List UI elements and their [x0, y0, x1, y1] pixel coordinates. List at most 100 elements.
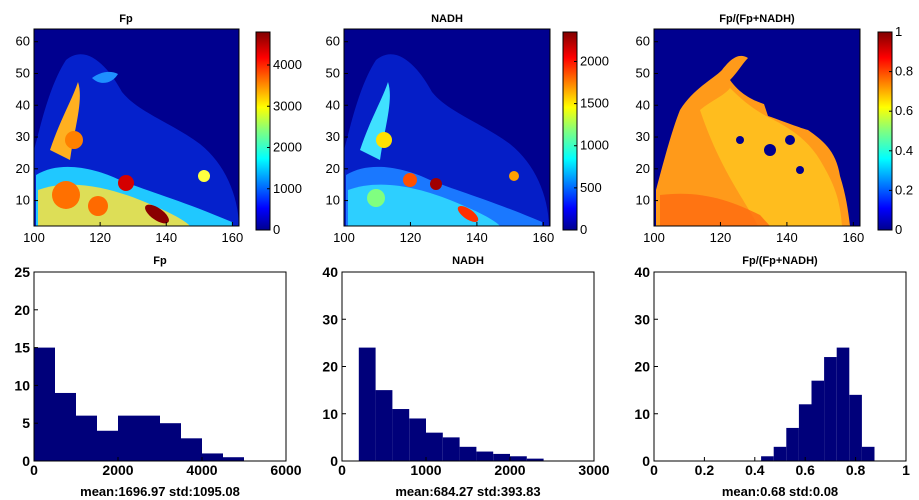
x-tick-label: 0.4	[745, 462, 765, 478]
histogram-fp-bars	[34, 347, 244, 461]
colorbar-tick-label: 1000	[580, 138, 609, 153]
y-tick-label: 50	[326, 65, 340, 80]
y-tick-label: 10	[322, 406, 338, 422]
histogram-fp-frame	[33, 271, 287, 462]
colorbar-tick-label: 2000	[273, 140, 302, 155]
histogram-bar	[223, 457, 244, 461]
y-tick-label: 15	[14, 340, 30, 356]
histogram-bar	[118, 415, 139, 461]
y-tick-label: 10	[14, 377, 30, 393]
x-tick-label: 160	[222, 230, 244, 245]
histogram-bar	[358, 347, 376, 461]
histogram-bar	[824, 357, 837, 461]
histogram-fp-title: Fp	[153, 255, 167, 267]
histogram-nadh-ticks: 0 1000 2000 3000 0 10 20 30 40	[322, 264, 609, 478]
heatmap-ratio-colorbar	[877, 31, 893, 231]
y-tick-label: 0	[642, 453, 650, 469]
x-tick-label: 0	[30, 462, 38, 478]
histogram-nadh-title: NADH	[452, 255, 484, 267]
colorbar-tick-label: 0	[895, 222, 902, 237]
y-tick-label: 20	[634, 359, 650, 375]
colorbar-tick-label: 0.8	[895, 64, 913, 79]
y-tick-label: 40	[634, 264, 650, 280]
heatmap-fp: Fp 100 120 140 160 10 20 30 40 50 60 0 1000 2000 300…	[16, 13, 302, 245]
heatmap-fp-colorbar	[255, 31, 271, 231]
histogram-bar	[442, 437, 460, 461]
heatmap-nadh-colorbar	[562, 31, 578, 231]
histogram-bar	[786, 427, 799, 461]
histogram-bar	[426, 432, 443, 461]
x-tick-label: 1	[902, 462, 910, 478]
histogram-bar	[181, 438, 202, 461]
histogram-bar	[476, 451, 494, 461]
heatmap-ratio-colorbar-ticks: 0 0.2 0.4 0.6 0.8 1	[889, 24, 913, 237]
colorbar-tick-label: 0	[273, 222, 280, 237]
histogram-bar	[375, 390, 393, 461]
x-tick-label: 120	[400, 230, 422, 245]
y-tick-label: 60	[326, 34, 340, 49]
y-tick-label: 30	[322, 311, 338, 327]
x-tick-label: 0	[650, 462, 658, 478]
histogram-bar	[836, 347, 850, 461]
x-tick-label: 160	[533, 230, 555, 245]
y-tick-label: 10	[634, 406, 650, 422]
y-tick-label: 30	[636, 129, 650, 144]
y-tick-label: 20	[636, 161, 650, 176]
heatmap-nadh-image	[344, 29, 550, 227]
x-tick-label: 0.8	[846, 462, 866, 478]
heatmap-nadh: NADH 100 120 140 160 10 20 30 40 50 60 0 500 1000 15…	[326, 13, 609, 245]
y-tick-label: 60	[636, 34, 650, 49]
y-tick-label: 40	[322, 264, 338, 280]
heatmap-nadh-title: NADH	[431, 13, 463, 25]
x-tick-label: 120	[89, 230, 111, 245]
x-tick-label: 0.2	[695, 462, 715, 478]
x-tick-label: 120	[710, 230, 732, 245]
colorbar-tick-label: 0	[580, 222, 587, 237]
heatmap-fp-colorbar-ticks: 0 1000 2000 3000 4000	[267, 57, 302, 237]
histogram-nadh: NADH 0 1000 2000 3000 0 10 20 30 40 mean:684.27 …	[322, 255, 609, 499]
x-tick-label: 6000	[270, 462, 301, 478]
colorbar-tick-label: 1500	[580, 96, 609, 111]
y-tick-label: 20	[16, 161, 30, 176]
y-tick-label: 5	[22, 415, 30, 431]
histogram-bar	[761, 456, 774, 461]
histogram-bar	[493, 453, 510, 461]
colorbar-tick-label: 4000	[273, 57, 302, 72]
heatmap-ratio-ticks: 100 120 140 160 10 20 30 40 50 60	[636, 34, 865, 245]
heatmap-nadh-frame	[343, 28, 551, 227]
y-tick-label: 0	[22, 453, 30, 469]
heatmap-fp-ticks: 100 120 140 160 10 20 30 40 50 60	[16, 34, 244, 245]
x-tick-label: 4000	[186, 462, 217, 478]
y-tick-label: 20	[322, 359, 338, 375]
y-tick-label: 10	[636, 193, 650, 208]
x-tick-label: 100	[643, 230, 665, 245]
histogram-ratio-bars	[761, 347, 875, 461]
histogram-bar	[409, 418, 426, 461]
x-tick-label: 140	[155, 230, 177, 245]
y-tick-label: 50	[16, 65, 30, 80]
y-tick-label: 20	[14, 302, 30, 318]
histogram-bar	[97, 430, 118, 461]
colorbar-tick-label: 0.2	[895, 182, 913, 197]
histogram-bar	[55, 392, 76, 461]
histogram-bar	[811, 380, 825, 461]
colorbar-tick-label: 3000	[273, 98, 302, 113]
histogram-fp-stats: mean:1696.97 std:1095.08	[80, 484, 240, 499]
histogram-bar	[160, 423, 181, 461]
histogram-bar	[526, 458, 544, 461]
y-tick-label: 0	[330, 453, 338, 469]
colorbar-tick-label: 500	[580, 180, 602, 195]
x-tick-label: 0	[338, 462, 346, 478]
x-tick-label: 140	[466, 230, 488, 245]
x-tick-label: 140	[776, 230, 798, 245]
heatmap-ratio-title: Fp/(Fp+NADH)	[719, 13, 795, 25]
colorbar-tick-label: 0.4	[895, 143, 913, 158]
heatmap-nadh-colorbar-ticks: 0 500 1000 1500 2000	[574, 53, 609, 237]
histogram-bar	[34, 347, 55, 461]
heatmap-fp-title: Fp	[119, 13, 133, 25]
colorbar-tick-label: 0.6	[895, 103, 913, 118]
heatmap-nadh-ticks: 100 120 140 160 10 20 30 40 50 60	[326, 34, 555, 245]
y-tick-label: 10	[326, 193, 340, 208]
